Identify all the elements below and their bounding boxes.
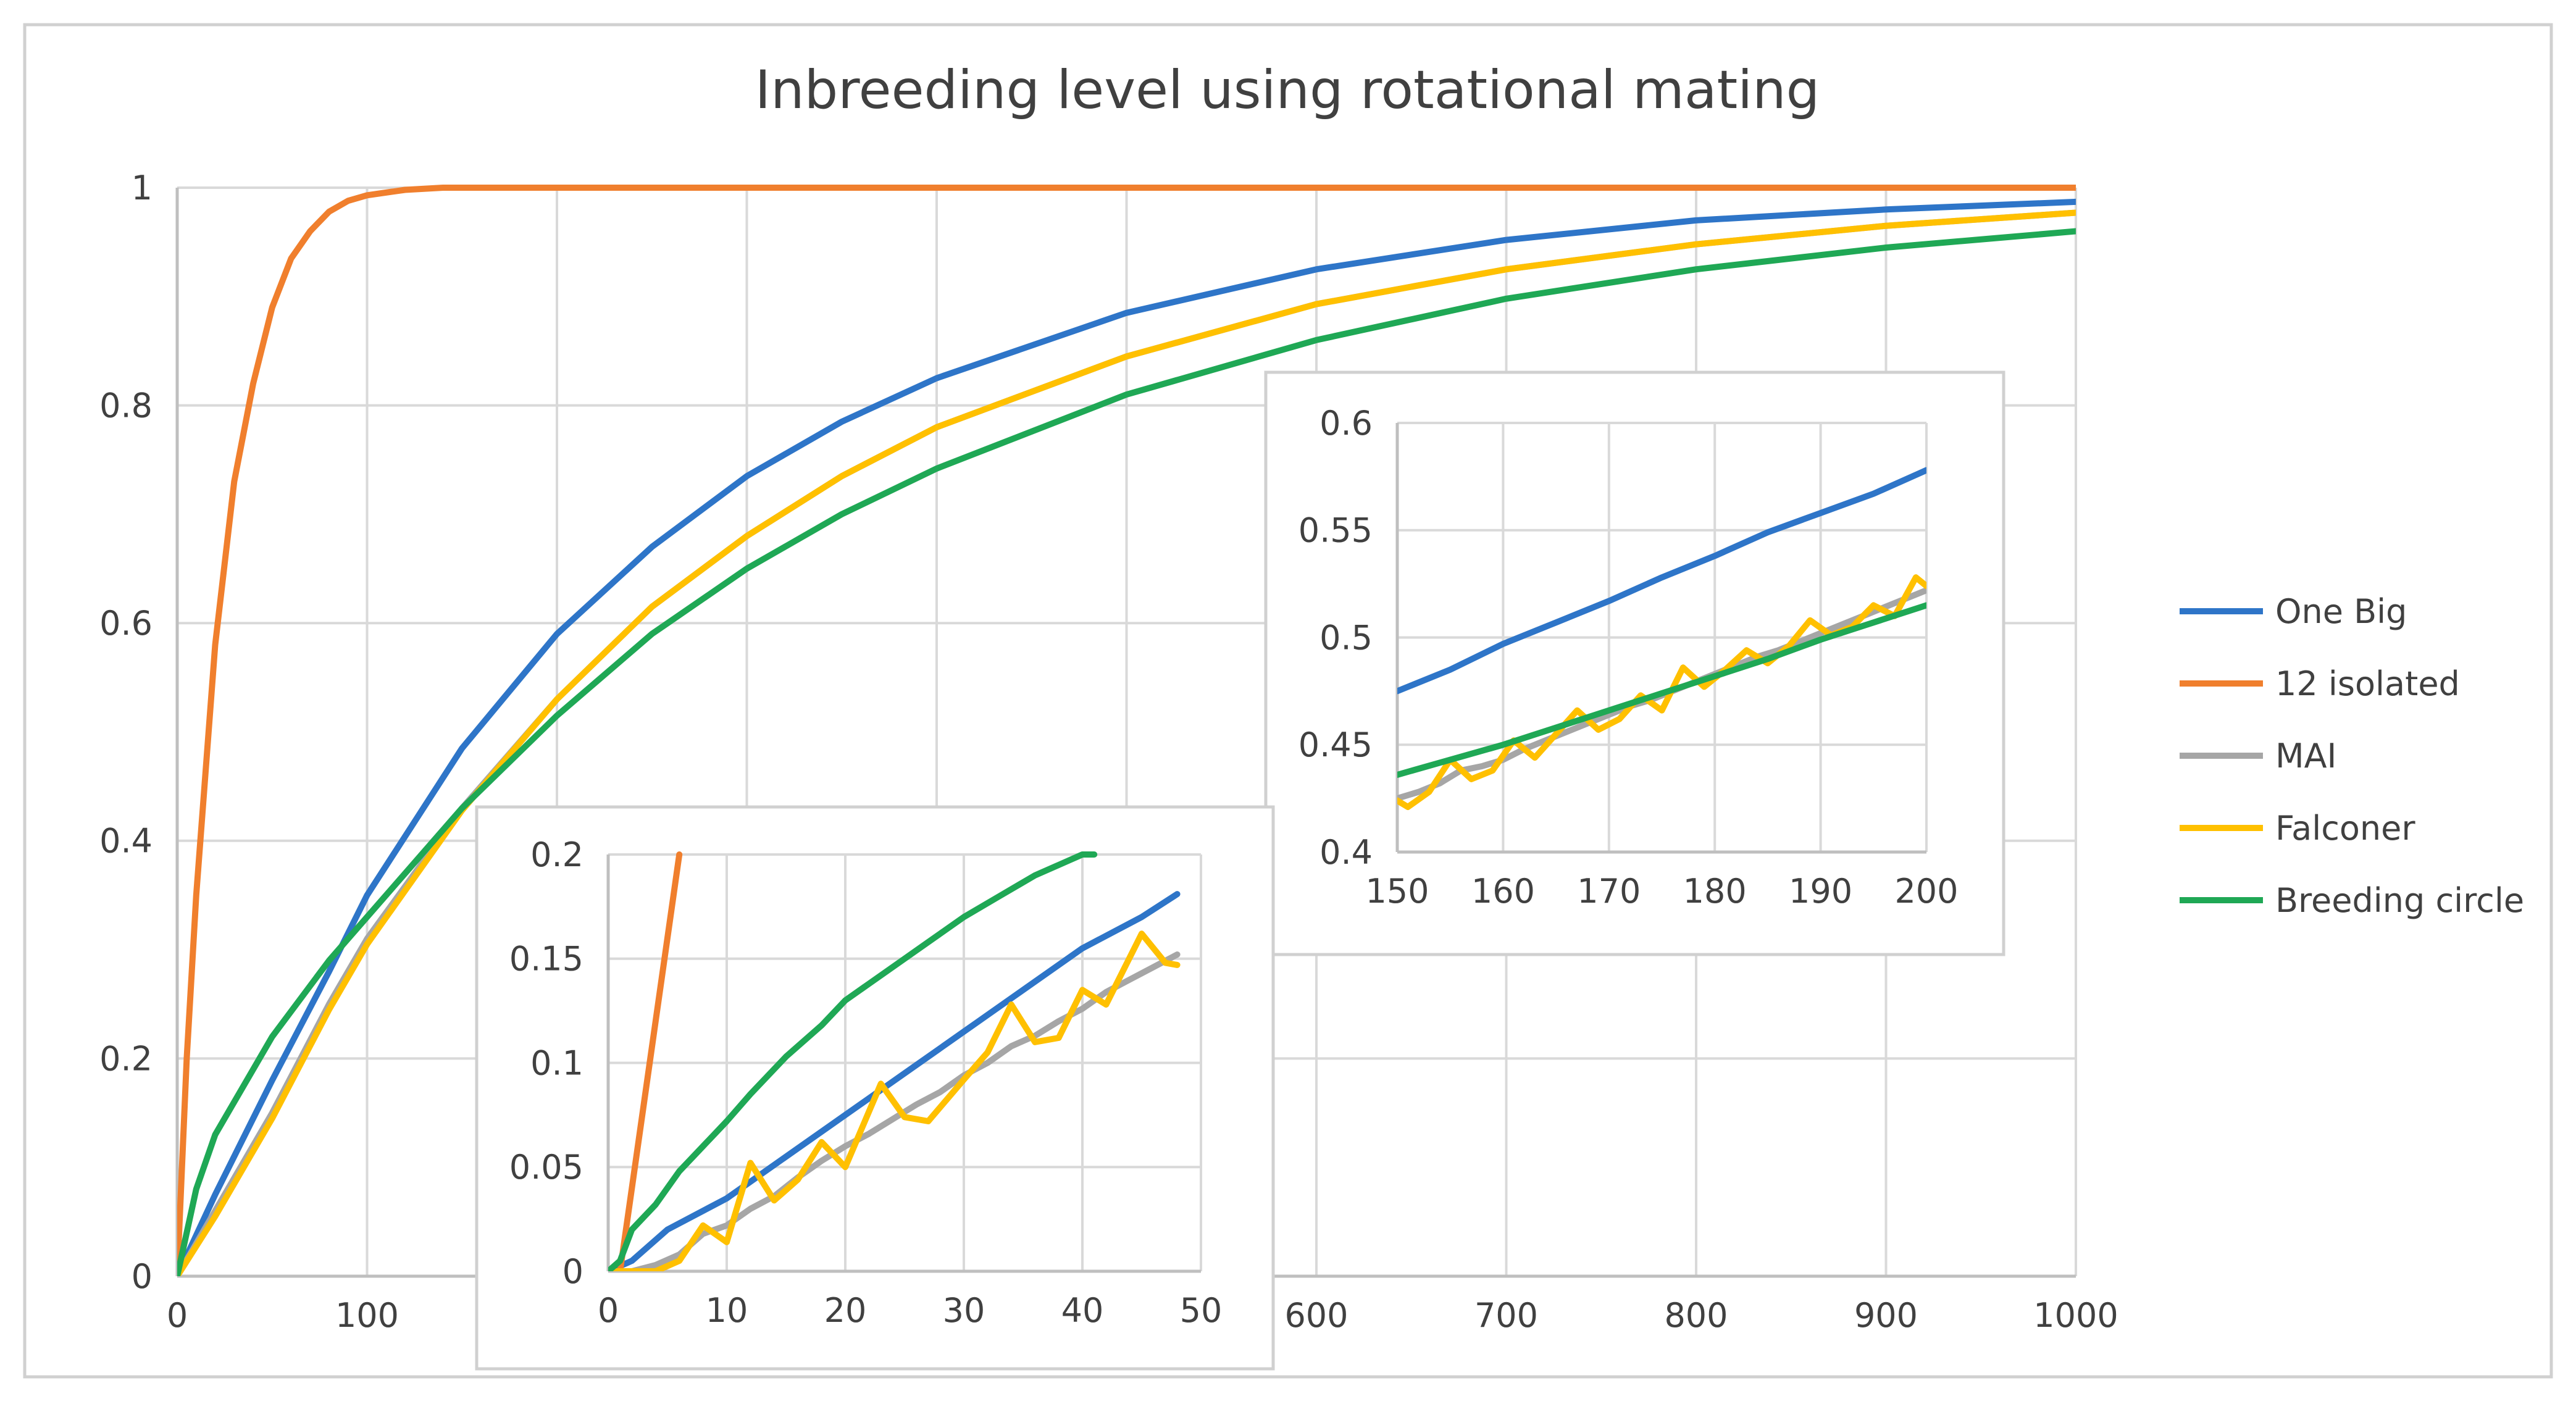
inset-left-x-tick-label: 0 [598, 1291, 619, 1330]
legend-label-falconer: Falconer [2275, 809, 2415, 848]
inset-left-x-tick-label: 10 [706, 1291, 748, 1330]
inset-right-x-tick-label: 160 [1471, 872, 1535, 911]
main-x-tick-label: 700 [1474, 1296, 1538, 1335]
inset-left-y-tick-label: 0.1 [530, 1043, 583, 1082]
main-x-tick-label: 600 [1284, 1296, 1348, 1335]
main-y-tick-label: 0.4 [99, 822, 153, 861]
main-y-tick-label: 0.6 [99, 604, 153, 643]
inset-left-x-tick-label: 20 [824, 1291, 867, 1330]
main-x-tick-label: 800 [1664, 1296, 1728, 1335]
inset-left-series-breeding-circle [608, 851, 1098, 1271]
main-y-tick-label: 0.2 [99, 1039, 153, 1078]
inset-right-x-tick-label: 190 [1789, 872, 1852, 911]
inset-left-y-tick-label: 0.15 [509, 940, 583, 979]
main-x-tick-label: 0 [167, 1296, 188, 1335]
inset-left-x-tick-label: 40 [1061, 1291, 1104, 1330]
inset-right-y-tick-label: 0.55 [1298, 511, 1373, 550]
inset-right-y-tick-label: 0.5 [1319, 618, 1373, 657]
main-y-tick-label: 1 [132, 169, 153, 207]
inset-right-x-tick-label: 200 [1894, 872, 1958, 911]
inset-left-series-12-isolated [608, 851, 683, 1271]
inset-left-y-tick-label: 0.05 [509, 1148, 583, 1187]
inset-left-y-tick-label: 0.2 [530, 835, 583, 874]
inset-left-x-tick-label: 50 [1180, 1291, 1223, 1330]
inset-right-series-one-big [1397, 467, 1926, 695]
inset-right-x-tick-label: 180 [1683, 872, 1747, 911]
inset-right-frame [1264, 370, 2005, 956]
main-series-breeding-circle [177, 228, 2076, 1276]
main-series-one-big [177, 198, 2076, 1276]
inset-left-x-tick-label: 30 [943, 1291, 985, 1330]
legend-label-breeding-circle: Breeding circle [2275, 881, 2524, 920]
main-series-falconer [177, 209, 2076, 1276]
inset-left-series-mai [608, 951, 1181, 1271]
inset-right-x-tick-label: 170 [1577, 872, 1641, 911]
main-y-tick-label: 0 [132, 1257, 153, 1296]
inset-right-y-tick-label: 0.45 [1298, 725, 1373, 764]
inset-right-y-tick-label: 0.6 [1319, 404, 1373, 443]
inset-right-plot: 150 160 170 180 190 200 0.4 0.45 0.5 0.55 0.6 [1264, 370, 2005, 956]
inset-left-frame [475, 805, 1275, 1371]
legend-label-12-isolated: 12 isolated [2275, 664, 2460, 703]
main-x-tick-label: 900 [1854, 1296, 1918, 1335]
main-x-tick-label: 100 [335, 1296, 399, 1335]
inset-left-plot: 0 10 20 30 40 50 0 0.05 0.1 0.15 0.2 [475, 805, 1275, 1371]
main-series-12-isolated [177, 185, 2076, 1276]
inset-left-series-falconer [608, 930, 1181, 1271]
inset-right-series-breeding-circle [1397, 602, 1926, 778]
inset-left-y-tick-label: 0 [562, 1252, 583, 1291]
legend: One Big 12 isolated MAI Falconer Breeding ci… [2180, 592, 2524, 920]
main-x-tick-label: 1000 [2033, 1296, 2118, 1335]
inset-right-y-tick-label: 0.4 [1319, 833, 1373, 872]
chart-title: Inbreeding level using rotational mating [755, 59, 1820, 121]
legend-label-mai: MAI [2275, 737, 2336, 775]
main-y-tick-label: 0.8 [99, 387, 153, 425]
legend-label-one-big: One Big [2275, 592, 2407, 631]
chart-border [23, 23, 2553, 1379]
inset-right-x-tick-label: 150 [1365, 872, 1429, 911]
